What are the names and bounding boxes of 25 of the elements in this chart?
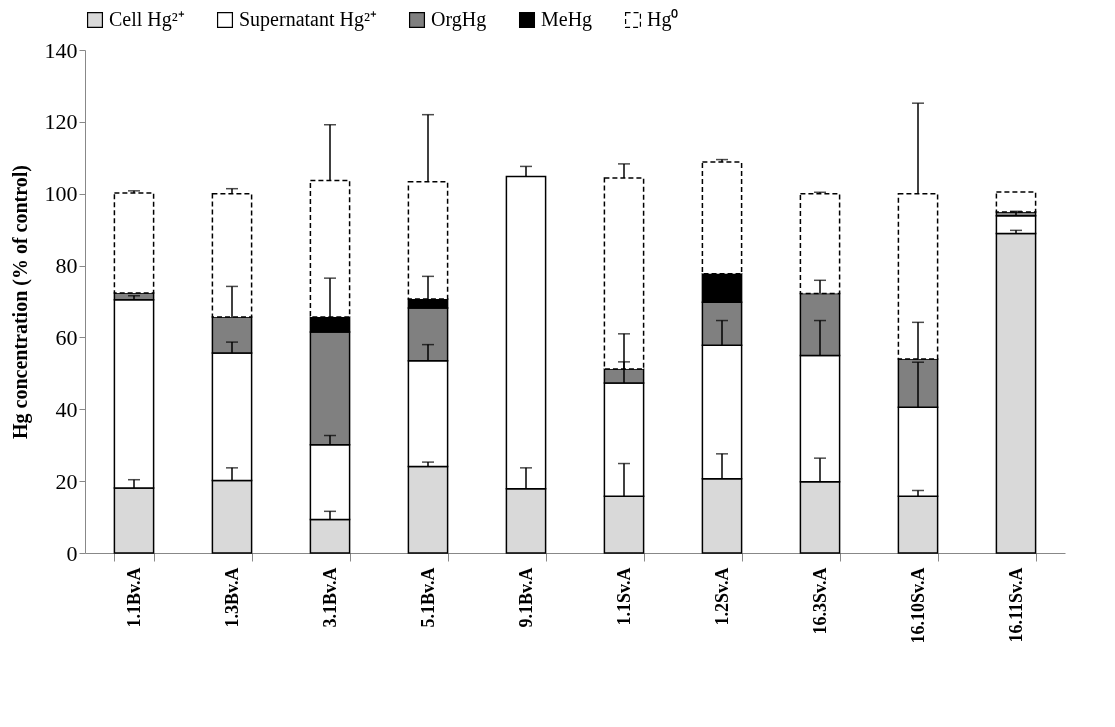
legend-label: MeHg — [541, 8, 593, 31]
y-tick-label: 40 — [55, 396, 78, 422]
y-tick-label: 80 — [55, 253, 78, 279]
x-tick-label: 1.3Bv.A — [221, 567, 242, 628]
legend-label: Supernatant Hg²⁺ — [239, 8, 377, 31]
x-tick-label: 3.1Bv.A — [319, 567, 340, 628]
x-tick-label: 5.1Bv.A — [417, 567, 438, 628]
legend-label: Hg⁰ — [647, 8, 679, 31]
legend-label: OrgHg — [431, 8, 487, 31]
y-axis-title: Hg concentration (% of control) — [8, 164, 32, 440]
legend-label: Cell Hg²⁺ — [109, 8, 185, 31]
x-tick-label: 9.1Bv.A — [515, 567, 536, 628]
y-tick-label: 0 — [66, 540, 78, 566]
y-tick-label: 140 — [44, 37, 78, 63]
y-tick-label: 20 — [55, 468, 78, 494]
x-tick-label: 16.11Sv.A — [1005, 567, 1026, 643]
y-tick-label: 60 — [55, 324, 78, 350]
x-tick-label: 16.10Sv.A — [907, 567, 928, 644]
x-tick-label: 1.1Bv.A — [123, 567, 144, 628]
bar — [995, 191, 1037, 213]
y-tick-label: 120 — [44, 109, 78, 135]
x-tick-label: 16.3Sv.A — [809, 567, 830, 635]
y-tick-label: 100 — [44, 181, 78, 207]
x-tick-label: 1.1Sv.A — [613, 567, 634, 626]
x-tick-label: 1.2Sv.A — [711, 567, 732, 626]
